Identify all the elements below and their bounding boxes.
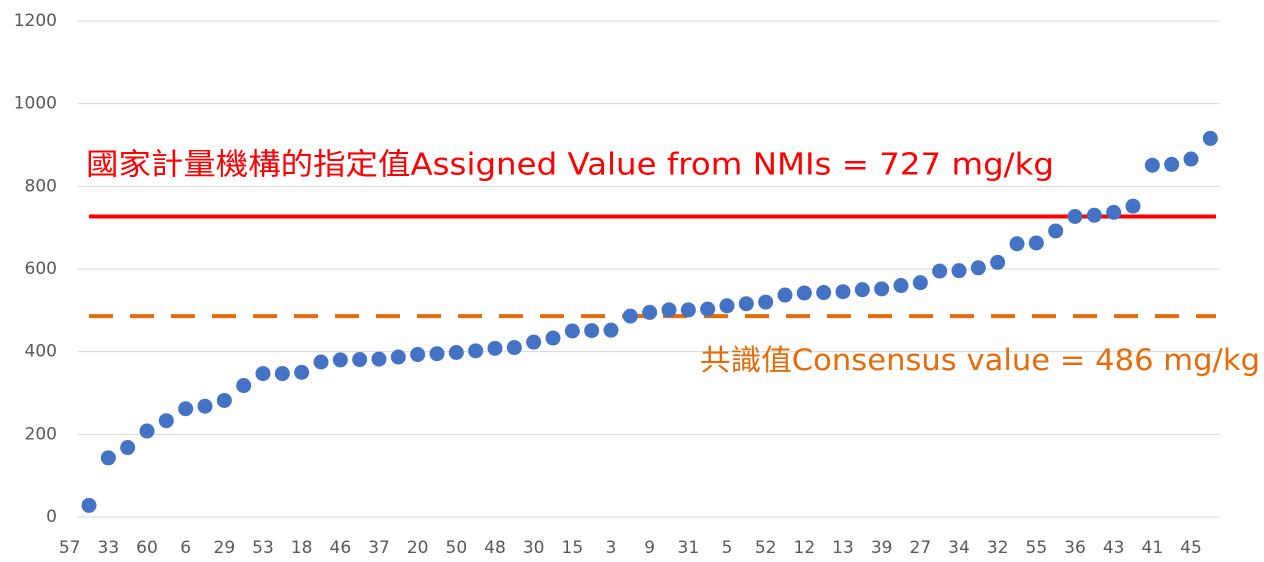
x-tick-label: 37 [368, 538, 390, 558]
point [236, 378, 252, 394]
point [700, 301, 716, 317]
x-tick-label: 50 [446, 538, 468, 558]
point [738, 296, 754, 312]
y-tick-label: 0 [46, 507, 57, 527]
point [912, 275, 928, 291]
point [313, 354, 329, 370]
point [487, 340, 503, 356]
y-tick-label: 400 [25, 342, 57, 362]
x-tick-label: 18 [291, 538, 313, 558]
point [178, 401, 194, 417]
point [1009, 236, 1025, 252]
point [932, 263, 948, 279]
x-tick-label: 53 [252, 538, 274, 558]
x-tick-label: 45 [1180, 538, 1202, 558]
x-tick-label: 12 [794, 538, 816, 558]
point [642, 304, 658, 320]
point [854, 282, 870, 298]
point [893, 278, 909, 294]
x-tick-label: 43 [1103, 538, 1125, 558]
point [332, 352, 348, 368]
x-tick-label: 20 [407, 538, 429, 558]
y-tick-label: 200 [25, 424, 57, 444]
point [835, 284, 851, 300]
x-tick-label: 33 [98, 538, 120, 558]
x-tick-label: 13 [832, 538, 854, 558]
point [429, 346, 445, 362]
x-tick-label: 39 [871, 538, 893, 558]
annotation: 共識值Consensus value = 486 mg/kg [700, 343, 1260, 377]
point [294, 364, 310, 380]
point [1067, 209, 1083, 225]
point [603, 322, 619, 338]
point [564, 323, 580, 339]
point [158, 413, 174, 429]
point [990, 254, 1006, 270]
point [139, 423, 155, 439]
x-tick-label: 60 [136, 538, 158, 558]
y-tick-label: 800 [25, 176, 57, 196]
point [796, 285, 812, 301]
point [352, 352, 368, 368]
x-tick-label: 6 [180, 538, 191, 558]
x-tick-label: 27 [910, 538, 932, 558]
x-tick-label: 32 [987, 538, 1009, 558]
y-tick-label: 1000 [14, 94, 57, 114]
point [680, 302, 696, 318]
point [371, 351, 387, 367]
x-tick-label: 30 [523, 538, 545, 558]
point [758, 294, 774, 310]
point [777, 287, 793, 303]
point [545, 330, 561, 346]
point [584, 323, 600, 339]
point [970, 260, 986, 276]
x-tick-label: 3 [606, 538, 617, 558]
point [816, 285, 832, 301]
point [216, 392, 232, 408]
x-tick-label: 48 [484, 538, 506, 558]
point [526, 334, 542, 350]
point [1183, 151, 1199, 167]
point [622, 308, 638, 324]
x-tick-label: 55 [1026, 538, 1048, 558]
point [448, 344, 464, 360]
point [255, 366, 271, 382]
x-tick-label: 46 [330, 538, 352, 558]
x-tick-label: 34 [948, 538, 970, 558]
y-tick-label: 600 [25, 259, 57, 279]
point [100, 450, 116, 466]
point [410, 347, 426, 363]
point [1028, 235, 1044, 251]
point [390, 349, 406, 365]
annotation: 國家計量機構的指定值Assigned Value from NMIs = 727… [86, 148, 1054, 183]
point [874, 281, 890, 297]
x-tick-label: 57 [59, 538, 81, 558]
point [274, 366, 290, 382]
x-tick-label: 36 [1064, 538, 1086, 558]
point [1164, 156, 1180, 172]
x-tick-label: 5 [722, 538, 733, 558]
point [468, 343, 484, 359]
x-tick-label: 15 [562, 538, 584, 558]
point [81, 497, 97, 513]
point [719, 298, 735, 314]
x-tick-label: 29 [214, 538, 236, 558]
x-tick-label: 52 [755, 538, 777, 558]
point [1202, 130, 1218, 146]
point [1106, 204, 1122, 220]
point [506, 340, 522, 356]
point [951, 263, 967, 279]
point [197, 398, 213, 414]
point [661, 302, 677, 318]
x-tick-label: 31 [678, 538, 700, 558]
point [1125, 198, 1141, 214]
y-tick-label: 1200 [14, 11, 57, 31]
x-tick-label: 41 [1142, 538, 1164, 558]
point [1086, 207, 1102, 223]
point [120, 440, 136, 456]
x-tick-label: 9 [644, 538, 655, 558]
point [1144, 157, 1160, 173]
point [1048, 223, 1064, 239]
